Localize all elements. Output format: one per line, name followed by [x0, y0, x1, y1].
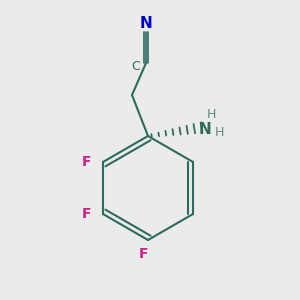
Text: F: F [139, 247, 149, 261]
Text: F: F [82, 207, 92, 221]
Text: C: C [132, 59, 140, 73]
Text: H: H [214, 125, 224, 139]
Text: N: N [199, 122, 212, 136]
Text: H: H [206, 109, 216, 122]
Text: N: N [140, 16, 152, 32]
Text: F: F [82, 155, 92, 169]
